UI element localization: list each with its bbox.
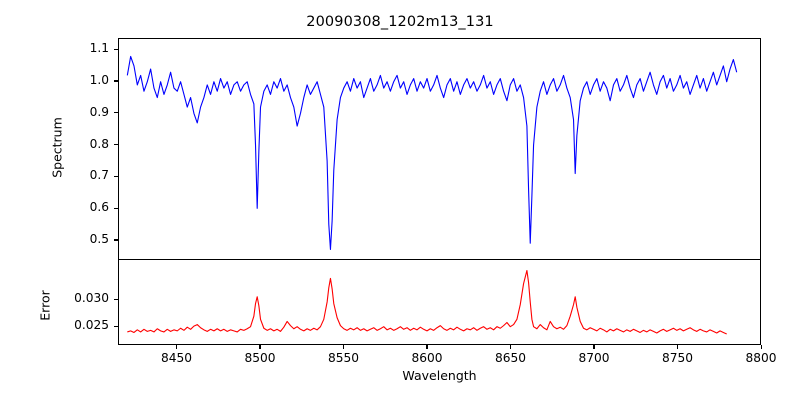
y-tick-spectrum (114, 112, 118, 114)
x-tick-label: 8500 (244, 351, 276, 365)
x-tick (593, 345, 595, 349)
y-tick-label-spectrum: 0.5 (89, 231, 109, 246)
y-tick-label-spectrum: 1.0 (89, 72, 109, 87)
x-axis-label: Wavelength (402, 368, 477, 383)
x-tick (342, 345, 345, 349)
y-tick-spectrum (114, 144, 118, 146)
x-tick (676, 345, 679, 349)
y-tick-spectrum (114, 48, 118, 50)
x-tick-label: 8600 (411, 351, 443, 365)
x-tick (259, 345, 261, 349)
y-tick-label-error: 0.030 (74, 291, 109, 306)
y-tick-label-spectrum: 0.7 (89, 168, 109, 183)
spectrum-plot-area (119, 39, 760, 259)
y-tick-spectrum (114, 175, 118, 177)
y-tick-error (114, 298, 118, 300)
y-tick-label-spectrum: 0.6 (89, 200, 109, 215)
error-trace (127, 271, 726, 335)
spectrum-panel (118, 38, 761, 259)
x-tick-label: 8550 (327, 351, 359, 365)
y-tick-label-spectrum: 0.9 (89, 104, 109, 119)
x-tick (426, 345, 428, 349)
spectrum-trace (127, 56, 736, 249)
x-tick (760, 345, 762, 349)
x-tick (175, 345, 178, 349)
chart-title: 20090308_1202m13_131 (306, 14, 494, 30)
y-tick-error (114, 325, 118, 327)
y-tick-spectrum (114, 239, 118, 241)
y-axis-label-error: Error (37, 290, 53, 321)
x-tick-label: 8450 (160, 351, 192, 365)
y-tick-spectrum (114, 207, 118, 209)
y-tick-label-error: 0.025 (74, 318, 109, 333)
x-tick-label: 8750 (661, 351, 693, 365)
x-tick-label: 8800 (745, 351, 777, 365)
y-tick-label-spectrum: 0.8 (89, 136, 109, 151)
x-tick-label: 8700 (578, 351, 610, 365)
x-tick (509, 345, 512, 349)
y-tick-spectrum (114, 80, 118, 82)
error-plot-area (119, 260, 760, 344)
x-tick-label: 8650 (494, 351, 526, 365)
y-tick-label-spectrum: 1.1 (89, 41, 109, 56)
error-panel (118, 259, 761, 345)
